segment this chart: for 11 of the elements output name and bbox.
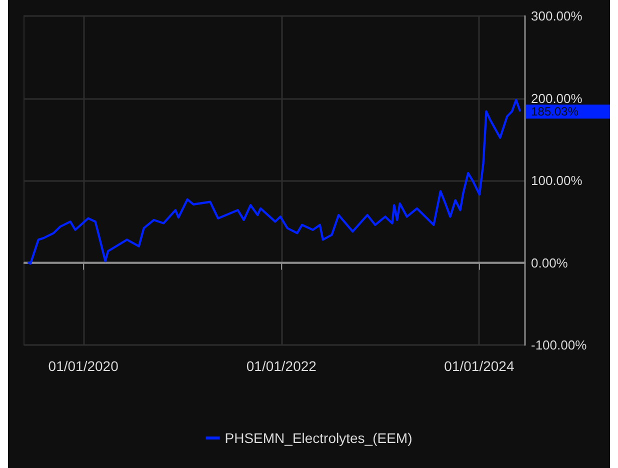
y-tick-label: 200.00% <box>531 90 583 106</box>
y-tick-label: 300.00% <box>531 8 583 24</box>
y-tick-label: 100.00% <box>531 173 583 188</box>
x-tick-label: 01/01/2022 <box>246 358 317 374</box>
annotation: 185.03% <box>531 104 579 119</box>
legend-label: PHSEMN_Electrolytes_(EEM) <box>224 430 412 446</box>
x-tick-label: 01/01/2020 <box>48 358 119 374</box>
x-tick-label: 01/01/2024 <box>444 358 514 374</box>
y-tick-label: -100.00% <box>531 338 588 352</box>
y-tick-label: 0.00% <box>531 255 568 270</box>
line-series <box>28 98 521 265</box>
